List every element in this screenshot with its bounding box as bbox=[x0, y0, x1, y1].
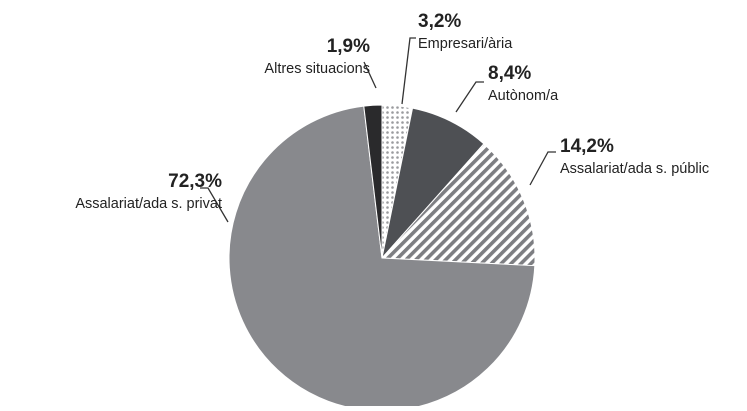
leader-line bbox=[401, 37, 416, 105]
leader-line bbox=[363, 61, 377, 89]
value-label: 8,4% bbox=[488, 63, 531, 84]
pie-slice bbox=[228, 105, 536, 411]
category-label: Empresari/ària bbox=[418, 36, 513, 52]
category-label: Assalariat/ada s. privat bbox=[75, 196, 222, 212]
value-label: 1,9% bbox=[327, 36, 370, 57]
leader-line bbox=[455, 81, 484, 113]
category-label: Assalariat/ada s. públic bbox=[560, 161, 709, 177]
value-label: 72,3% bbox=[168, 171, 222, 192]
pie-slice bbox=[380, 143, 536, 267]
pie-slice bbox=[363, 104, 383, 259]
category-label: Altres situacions bbox=[264, 61, 370, 77]
value-label: 14,2% bbox=[560, 136, 614, 157]
leader-line bbox=[200, 187, 229, 223]
leader-line bbox=[529, 151, 556, 186]
value-label: 3,2% bbox=[418, 11, 461, 32]
category-label: Autònom/a bbox=[488, 88, 559, 104]
